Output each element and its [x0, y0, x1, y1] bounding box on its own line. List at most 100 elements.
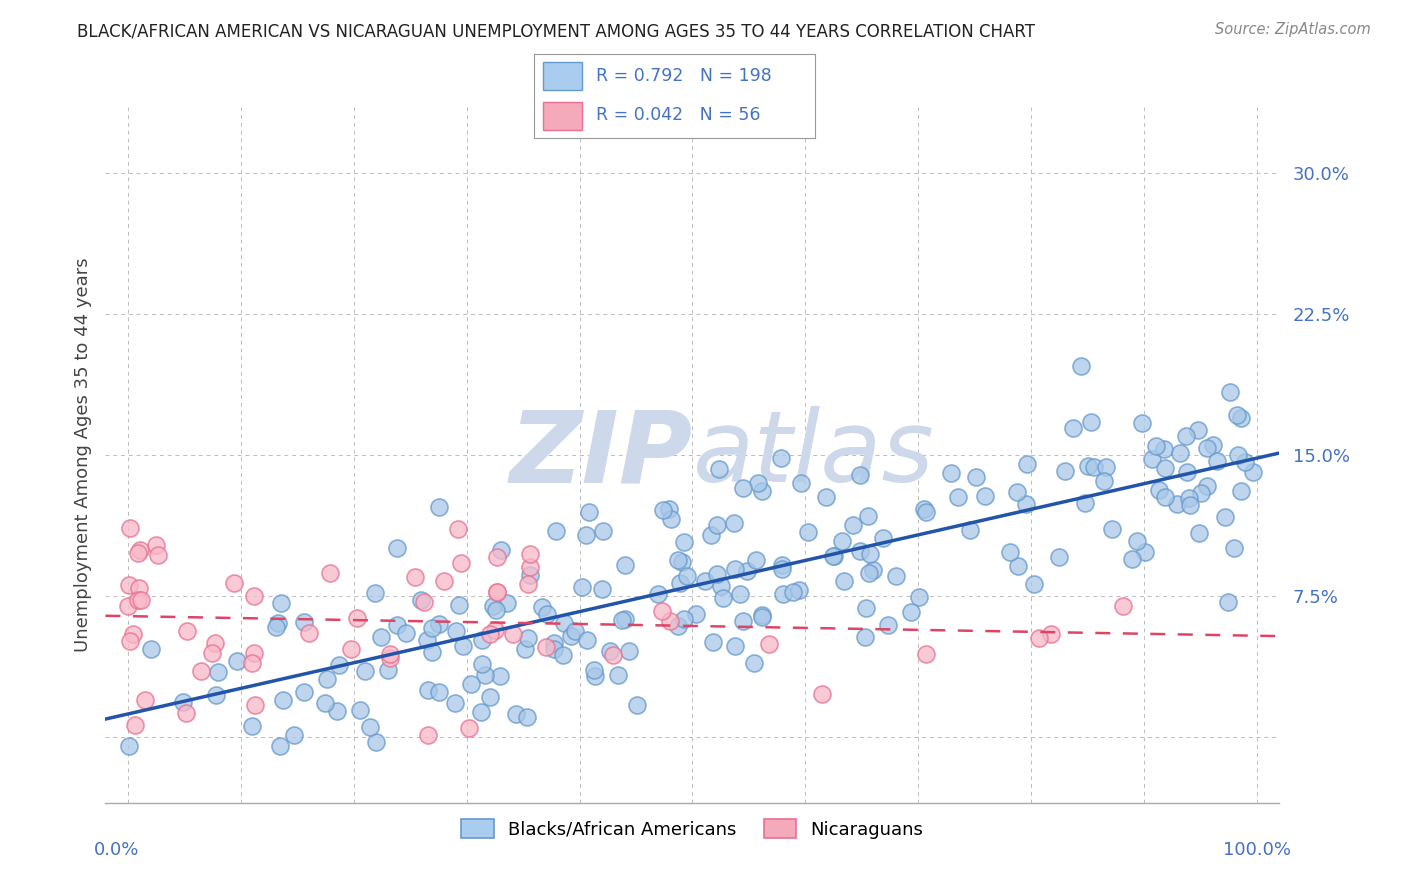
Text: BLACK/AFRICAN AMERICAN VS NICARAGUAN UNEMPLOYMENT AMONG AGES 35 TO 44 YEARS CORR: BLACK/AFRICAN AMERICAN VS NICARAGUAN UNE… [77, 22, 1035, 40]
Point [298, 626, 321, 640]
Point [404, 570, 426, 584]
Point [946, 490, 969, 504]
Point [1188, 525, 1211, 540]
Point [315, 673, 337, 687]
Point [823, 549, 845, 564]
Point [1206, 454, 1229, 468]
Text: 0.0%: 0.0% [94, 841, 139, 859]
Point [617, 643, 640, 657]
Point [772, 587, 794, 601]
Point [326, 705, 349, 719]
Point [270, 596, 292, 610]
Point [1080, 415, 1102, 429]
Point [485, 603, 508, 617]
Point [1015, 497, 1038, 511]
Point [482, 599, 505, 613]
Point [470, 706, 492, 720]
Point [1226, 408, 1249, 422]
Point [1175, 465, 1198, 479]
Point [292, 684, 315, 698]
Point [364, 586, 387, 600]
Point [853, 630, 876, 644]
Point [872, 531, 894, 545]
Text: R = 0.042   N = 56: R = 0.042 N = 56 [596, 106, 761, 124]
Point [444, 624, 467, 638]
Point [751, 610, 773, 624]
Point [364, 735, 387, 749]
Point [831, 534, 853, 549]
Point [266, 620, 288, 634]
Point [1230, 411, 1253, 425]
Point [735, 564, 758, 578]
Point [484, 623, 506, 637]
Point [359, 720, 381, 734]
Point [602, 648, 624, 663]
Point [544, 524, 567, 539]
Point [959, 523, 981, 537]
Point [128, 542, 150, 557]
Point [582, 663, 605, 677]
Point [758, 637, 780, 651]
Point [450, 556, 472, 570]
Point [849, 543, 872, 558]
Point [1233, 454, 1256, 468]
Point [751, 608, 773, 623]
Point [543, 641, 565, 656]
Point [267, 615, 290, 630]
Point [420, 622, 443, 636]
Point [592, 524, 614, 538]
Point [676, 568, 699, 582]
FancyBboxPatch shape [543, 62, 582, 90]
Point [536, 640, 558, 654]
Point [1112, 599, 1135, 613]
Point [575, 633, 598, 648]
Point [134, 692, 156, 706]
Point [613, 558, 636, 572]
Point [446, 522, 468, 536]
Point [1222, 541, 1244, 555]
Point [1049, 550, 1071, 565]
Point [745, 553, 768, 567]
Point [599, 643, 621, 657]
Point [225, 654, 247, 668]
Point [478, 690, 501, 705]
Point [519, 547, 541, 561]
Point [283, 728, 305, 742]
Point [427, 617, 450, 632]
Point [733, 481, 755, 495]
Point [998, 545, 1021, 559]
Point [1241, 465, 1264, 479]
Point [1202, 438, 1225, 452]
Point [433, 574, 456, 589]
Point [412, 595, 434, 609]
Point [1147, 483, 1170, 497]
Point [973, 489, 995, 503]
Point [128, 581, 150, 595]
Point [378, 647, 401, 661]
Point [118, 521, 141, 535]
Point [292, 615, 315, 629]
Point [460, 677, 482, 691]
Point [319, 566, 342, 580]
Point [1197, 479, 1219, 493]
Point [575, 528, 598, 542]
Point [243, 646, 266, 660]
Point [613, 612, 636, 626]
Point [240, 656, 263, 670]
Point [912, 502, 935, 516]
Point [328, 657, 350, 672]
Point [176, 624, 198, 639]
Point [354, 664, 377, 678]
Point [859, 547, 882, 561]
Point [1197, 441, 1219, 455]
Point [120, 634, 142, 648]
Point [513, 642, 536, 657]
Point [607, 668, 630, 682]
Point [1130, 416, 1153, 430]
Point [174, 706, 197, 720]
Point [1062, 420, 1084, 434]
Point [856, 509, 879, 524]
Point [1083, 460, 1105, 475]
Point [543, 636, 565, 650]
Point [502, 626, 524, 640]
